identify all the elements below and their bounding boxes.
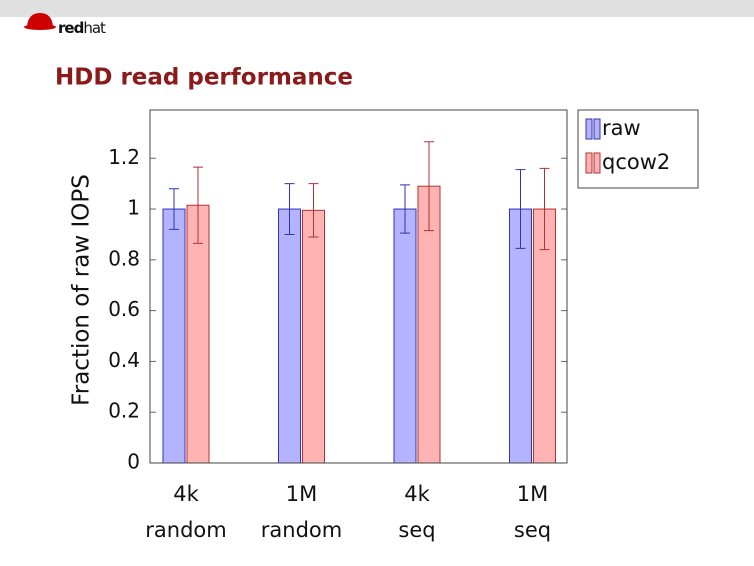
bar — [302, 209, 325, 464]
x-tick-label: 1M — [286, 482, 317, 506]
y-tick-label: 1 — [127, 196, 140, 220]
y-axis-label: Fraction of raw IOPS — [69, 174, 95, 406]
x-tick-label: 4k — [173, 482, 199, 506]
logo-red: red — [58, 19, 84, 37]
error-bar — [284, 183, 295, 235]
x-tick-label: seq — [398, 518, 435, 542]
legend-swatch — [585, 118, 593, 140]
legend-swatch — [593, 118, 601, 140]
x-tick-label: seq — [514, 518, 551, 542]
error-bar — [539, 167, 550, 251]
legend-label: qcow2 — [602, 150, 670, 174]
plot-frame — [149, 109, 568, 464]
y-tick-label: 1.2 — [108, 145, 140, 169]
legend-swatch — [585, 152, 593, 174]
error-bar — [193, 166, 203, 244]
y-tick-label: 0.8 — [108, 246, 140, 270]
x-tick-label: random — [145, 518, 226, 542]
legend-label: raw — [602, 116, 641, 140]
slide-title: HDD read performance — [55, 65, 353, 91]
logo-brim — [24, 24, 56, 30]
y-tick-label: 0.2 — [108, 399, 140, 423]
error-bar — [169, 188, 179, 230]
y-tick-label: 0.6 — [108, 297, 140, 321]
x-tick-label: random — [261, 518, 342, 542]
error-bar — [515, 169, 526, 249]
bar — [186, 204, 210, 464]
bar — [278, 208, 301, 464]
logo-hat-text: hat — [83, 19, 106, 37]
bar — [393, 208, 417, 464]
bar — [162, 208, 186, 464]
error-bar — [308, 183, 319, 238]
x-tick-label: 4k — [404, 482, 430, 506]
logo-hat — [27, 13, 53, 27]
error-bar — [400, 184, 410, 234]
y-tick-label: 0 — [127, 450, 140, 474]
error-bar — [424, 141, 434, 232]
y-tick-label: 0.4 — [108, 348, 140, 372]
top-bar — [0, 0, 754, 17]
legend-swatch — [593, 152, 601, 174]
x-tick-label: 1M — [517, 482, 548, 506]
logo-text: redhat — [58, 19, 106, 37]
